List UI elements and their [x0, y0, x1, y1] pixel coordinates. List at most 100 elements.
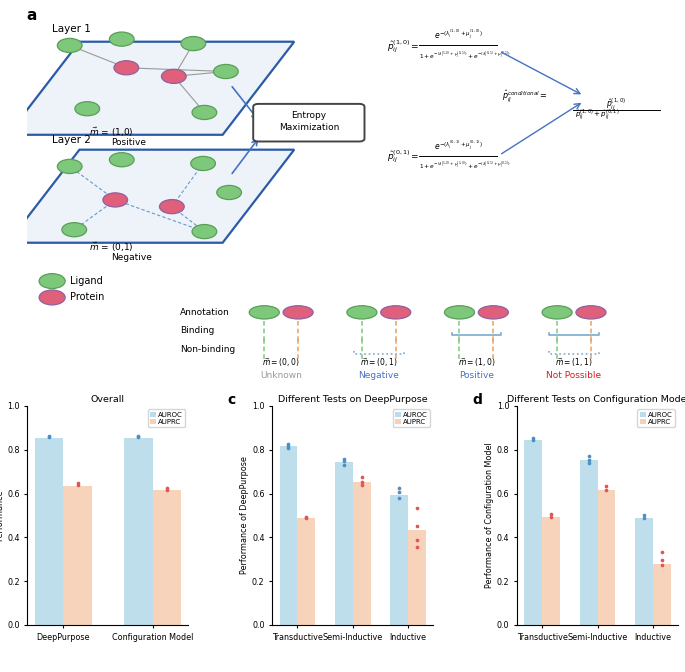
- Point: [283, 443, 294, 454]
- Polygon shape: [8, 150, 294, 243]
- Text: $\vec{m}=(1,0)$: $\vec{m}=(1,0)$: [458, 357, 495, 370]
- Legend: AUROC, AUPRC: AUROC, AUPRC: [148, 409, 185, 427]
- Circle shape: [214, 65, 238, 79]
- Point: [656, 560, 667, 571]
- Ellipse shape: [347, 306, 377, 319]
- Legend: AUROC, AUPRC: AUROC, AUPRC: [393, 409, 430, 427]
- Bar: [279, 446, 297, 625]
- Point: [638, 512, 649, 523]
- Title: Different Tests on Configuration Model: Different Tests on Configuration Model: [506, 395, 685, 404]
- Ellipse shape: [283, 306, 313, 319]
- Bar: [153, 491, 181, 625]
- Y-axis label: Performance of DeepPurpose: Performance of DeepPurpose: [240, 456, 249, 575]
- Text: $\hat{p}_{ij}^{(1,0)}$: $\hat{p}_{ij}^{(1,0)}$: [606, 97, 626, 113]
- Point: [162, 482, 173, 493]
- Text: $1+e^{-(\lambda_i^{(1,0)}+\mu_j^{(0,1)})}+e^{-(\lambda_i^{(0,1)}+\mu_j^{(0,1)})}: $1+e^{-(\lambda_i^{(1,0)}+\mu_j^{(0,1)})…: [419, 50, 511, 62]
- Title: Different Tests on DeepPurpose: Different Tests on DeepPurpose: [278, 395, 427, 404]
- Text: $\vec{m}=(1,1)$: $\vec{m}=(1,1)$: [555, 357, 593, 370]
- Y-axis label: Performance of Configuration Model: Performance of Configuration Model: [485, 443, 494, 589]
- Polygon shape: [8, 42, 294, 135]
- Circle shape: [58, 38, 82, 52]
- Bar: [63, 486, 92, 625]
- Point: [301, 511, 312, 522]
- Text: $\hat{p}_{ij}^{(1,0)}+\hat{p}_{ij}^{(0,1)}$: $\hat{p}_{ij}^{(1,0)}+\hat{p}_{ij}^{(0,1…: [575, 108, 620, 123]
- Circle shape: [216, 185, 242, 200]
- Text: Layer 1: Layer 1: [52, 24, 91, 34]
- Bar: [597, 491, 615, 625]
- Text: Ligand: Ligand: [70, 276, 103, 286]
- Text: Layer 2: Layer 2: [52, 135, 91, 145]
- Text: $\vec{m}=(0,0)$: $\vec{m}=(0,0)$: [262, 357, 300, 370]
- Text: Entropy
Maximization: Entropy Maximization: [279, 112, 339, 132]
- Point: [583, 450, 594, 461]
- Point: [356, 476, 367, 487]
- Bar: [35, 437, 63, 625]
- Circle shape: [114, 60, 138, 75]
- Circle shape: [160, 200, 184, 214]
- Ellipse shape: [478, 306, 508, 319]
- Ellipse shape: [576, 306, 606, 319]
- Point: [583, 458, 594, 468]
- Circle shape: [110, 32, 134, 46]
- Text: $\vec{m}=(0,1)$: $\vec{m}=(0,1)$: [360, 357, 398, 370]
- Point: [394, 482, 405, 493]
- Ellipse shape: [542, 306, 572, 319]
- Text: $\hat{p}_{ij}^{(1,0)}=$: $\hat{p}_{ij}^{(1,0)}=$: [386, 39, 419, 55]
- Text: Positive: Positive: [111, 138, 146, 147]
- Point: [356, 479, 367, 490]
- Text: d: d: [472, 393, 482, 407]
- Y-axis label: Performance: Performance: [0, 490, 4, 541]
- Point: [133, 431, 144, 442]
- Point: [656, 555, 667, 566]
- Point: [338, 456, 349, 466]
- Circle shape: [58, 159, 82, 173]
- Text: Binding: Binding: [180, 327, 214, 335]
- Point: [601, 485, 612, 495]
- FancyBboxPatch shape: [253, 104, 364, 142]
- Bar: [525, 440, 542, 625]
- Text: $\vec{m}$ = (1,0): $\vec{m}$ = (1,0): [89, 126, 134, 139]
- Text: Non-binding: Non-binding: [180, 345, 236, 354]
- Point: [412, 542, 423, 552]
- Circle shape: [192, 224, 216, 239]
- Ellipse shape: [381, 306, 411, 319]
- Text: $e^{-(\lambda_i^{(1,0)}+\mu_j^{(1,0)})}$: $e^{-(\lambda_i^{(1,0)}+\mu_j^{(1,0)})}$: [434, 28, 482, 41]
- Point: [412, 503, 423, 513]
- Circle shape: [162, 69, 186, 83]
- Point: [545, 509, 556, 519]
- Point: [72, 478, 83, 489]
- Circle shape: [192, 106, 216, 120]
- Bar: [390, 495, 408, 625]
- Text: Negative: Negative: [111, 253, 151, 262]
- Text: c: c: [227, 393, 236, 407]
- Text: $e^{-(\lambda_i^{(0,1)}+\mu_j^{(0,1)})}$: $e^{-(\lambda_i^{(0,1)}+\mu_j^{(0,1)})}$: [434, 138, 482, 152]
- Text: Unknown: Unknown: [260, 371, 302, 380]
- Text: a: a: [26, 8, 36, 24]
- Bar: [408, 530, 426, 625]
- Text: Positive: Positive: [459, 371, 494, 380]
- Text: Protein: Protein: [70, 292, 104, 302]
- Point: [527, 432, 538, 443]
- Point: [283, 439, 294, 450]
- Point: [601, 480, 612, 491]
- Point: [356, 472, 367, 482]
- Legend: AUROC, AUPRC: AUROC, AUPRC: [638, 409, 675, 427]
- Circle shape: [103, 193, 127, 207]
- Point: [44, 431, 55, 442]
- Point: [394, 493, 405, 504]
- Ellipse shape: [249, 306, 279, 319]
- Text: $1+e^{-(\lambda_i^{(1,0)}+\mu_j^{(1,0)})}+e^{-(\lambda_i^{(0,1)}+\mu_j^{(0,1)})}: $1+e^{-(\lambda_i^{(1,0)}+\mu_j^{(1,0)})…: [419, 161, 511, 173]
- Point: [583, 454, 594, 465]
- Text: Not Possible: Not Possible: [547, 371, 601, 380]
- Text: Annotation: Annotation: [180, 308, 230, 317]
- Point: [338, 459, 349, 470]
- Point: [656, 546, 667, 557]
- Circle shape: [62, 222, 86, 237]
- Point: [638, 509, 649, 520]
- Point: [283, 440, 294, 451]
- Text: $\hat{p}_{ij}^{conditional}=$: $\hat{p}_{ij}^{conditional}=$: [502, 89, 548, 104]
- Circle shape: [181, 36, 206, 50]
- Bar: [653, 564, 671, 625]
- Point: [162, 485, 173, 495]
- Point: [301, 513, 312, 523]
